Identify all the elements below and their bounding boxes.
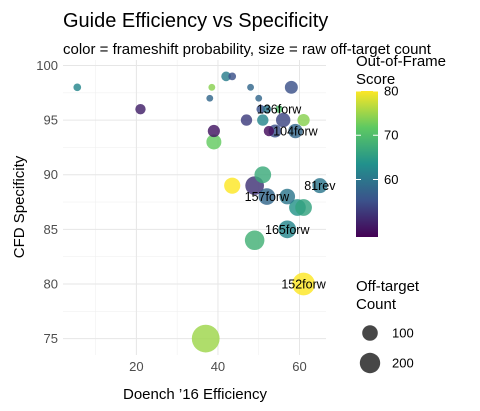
scatter-point bbox=[206, 134, 222, 150]
scatter-point bbox=[312, 178, 328, 194]
scatter-point bbox=[278, 220, 297, 239]
color-legend-title: Out-of-Frame Score bbox=[356, 53, 446, 88]
scatter-point bbox=[288, 123, 303, 139]
scatter-point bbox=[221, 71, 231, 82]
color-legend-bar bbox=[356, 91, 378, 237]
size-legend-label: 100 bbox=[392, 326, 414, 341]
scatter-point bbox=[295, 199, 312, 216]
scatter-point bbox=[263, 125, 275, 137]
point-label: 157forw bbox=[245, 190, 290, 204]
y-tick-label: 80 bbox=[44, 276, 58, 291]
point-label: 104forw bbox=[273, 125, 318, 139]
x-axis-title: Doench ’16 Efficiency bbox=[123, 386, 267, 403]
color-legend-tick-label: 70 bbox=[384, 128, 398, 143]
y-tick-label: 85 bbox=[44, 222, 58, 237]
size-legend: Off-target Count 100 200 bbox=[356, 278, 420, 374]
scatter-point bbox=[135, 103, 146, 115]
scatter-point bbox=[208, 83, 216, 91]
point-label: 136forw bbox=[257, 103, 302, 117]
x-axis-ticks: 20 40 60 bbox=[129, 359, 307, 374]
point-labels: 136forw 104forw 81rev 157forw 165forw 152forw bbox=[245, 103, 337, 292]
scatter-point bbox=[256, 104, 266, 114]
scatter-point bbox=[275, 105, 283, 114]
scatter-point bbox=[254, 166, 272, 184]
chart-subtitle: color = frameshift probability, size = r… bbox=[63, 41, 432, 58]
scatter-point bbox=[262, 104, 272, 114]
point-label: 165forw bbox=[265, 223, 310, 237]
size-legend-key bbox=[359, 352, 381, 374]
data-points bbox=[73, 71, 328, 353]
scatter-point bbox=[224, 177, 241, 194]
y-tick-label: 100 bbox=[36, 58, 58, 73]
size-legend-title: Off-target Count bbox=[356, 278, 420, 313]
y-tick-label: 75 bbox=[44, 331, 58, 346]
scatter-point bbox=[258, 188, 276, 205]
scatter-point bbox=[206, 94, 214, 102]
scatter-point bbox=[292, 272, 315, 296]
point-label: 81rev bbox=[304, 179, 336, 193]
chart-title: Guide Efficiency vs Specificity bbox=[63, 10, 328, 32]
point-label: 152forw bbox=[281, 277, 326, 291]
color-legend-ticks: 60 70 80 bbox=[356, 84, 398, 187]
color-legend: Out-of-Frame Score 60 70 80 bbox=[356, 53, 446, 237]
scatter-point bbox=[228, 72, 237, 81]
x-tick-label: 40 bbox=[211, 359, 225, 374]
y-tick-label: 90 bbox=[44, 167, 58, 182]
size-legend-items: 100 200 bbox=[359, 325, 414, 374]
x-tick-label: 60 bbox=[292, 359, 306, 374]
scatter-point bbox=[279, 188, 296, 205]
y-tick-label: 95 bbox=[44, 113, 58, 128]
x-tick-label: 20 bbox=[129, 359, 143, 374]
color-legend-tick-label: 60 bbox=[384, 172, 398, 187]
scatter-point bbox=[257, 114, 269, 126]
scatter-point bbox=[73, 83, 82, 92]
size-legend-label: 200 bbox=[392, 356, 414, 371]
scatter-point bbox=[244, 230, 265, 251]
scatter-point bbox=[284, 80, 298, 94]
scatter-point bbox=[191, 324, 220, 353]
scatter-point bbox=[275, 112, 291, 128]
scatter-point bbox=[255, 94, 263, 102]
color-legend-tick-label: 80 bbox=[384, 84, 398, 99]
scatter-point bbox=[297, 113, 310, 127]
y-axis-title: CFD Specificity bbox=[11, 155, 28, 258]
scatter-point bbox=[247, 83, 254, 91]
y-axis-ticks: 75 80 85 90 95 100 bbox=[36, 58, 58, 346]
scatter-point bbox=[207, 124, 220, 138]
size-legend-key bbox=[362, 325, 378, 341]
scatter-point bbox=[240, 114, 253, 126]
